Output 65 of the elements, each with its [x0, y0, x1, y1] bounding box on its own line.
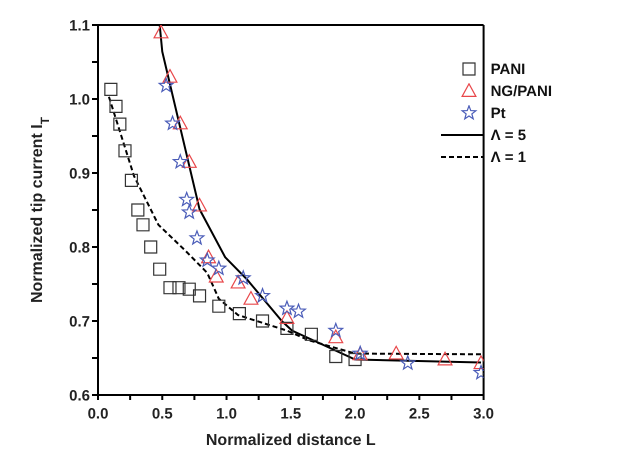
- point: [153, 25, 168, 38]
- point: [212, 300, 226, 313]
- point: [329, 350, 342, 364]
- point: [182, 154, 197, 168]
- point: [230, 274, 246, 289]
- y-tick-label: 0.7: [69, 313, 90, 330]
- x-tick-label: 3.0: [473, 406, 494, 423]
- point: [328, 329, 344, 344]
- point: [328, 322, 344, 338]
- legend-label: PANI: [490, 60, 526, 78]
- point: [153, 262, 166, 276]
- point: [438, 352, 453, 366]
- point: [144, 240, 158, 254]
- x-tick-label: 1.0: [216, 406, 237, 423]
- y-tick-label: 0.8: [69, 239, 90, 256]
- y-tick-label: 0.9: [69, 165, 90, 182]
- point: [124, 174, 138, 187]
- point: [236, 270, 251, 285]
- legend-label: Pt: [490, 104, 506, 122]
- legend-label: NG/PANI: [490, 82, 552, 100]
- point: [172, 281, 186, 294]
- x-tick-label: 0.5: [152, 406, 173, 423]
- point: [279, 300, 294, 315]
- legend-label: Λ = 1: [490, 148, 526, 166]
- point: [256, 314, 270, 328]
- point: [255, 288, 270, 302]
- point: [291, 304, 306, 318]
- point: [208, 268, 224, 283]
- x-tick-label: 1.5: [280, 406, 302, 423]
- legend-label: Λ = 5: [490, 126, 526, 144]
- point: [400, 355, 416, 370]
- point: [182, 204, 197, 219]
- point: [388, 346, 404, 360]
- point: [162, 69, 178, 83]
- point: [190, 230, 204, 245]
- point: [131, 203, 144, 217]
- point: [179, 192, 194, 206]
- y-tick-label: 1.0: [69, 91, 90, 108]
- point: [113, 118, 126, 131]
- point: [163, 281, 177, 294]
- point: [158, 78, 174, 92]
- point: [192, 198, 208, 212]
- point: [182, 282, 196, 296]
- point: [172, 116, 188, 130]
- y-tick-label: 1.1: [69, 17, 90, 34]
- x-tick-label: 2.5: [408, 406, 430, 423]
- point: [192, 289, 206, 302]
- point: [172, 154, 188, 168]
- point: [232, 307, 246, 320]
- point: [118, 144, 132, 158]
- x-tick-label: 0.0: [88, 406, 108, 423]
- point: [165, 116, 180, 130]
- x-axis-title: Normalized distance L: [206, 432, 376, 449]
- x-tick-label: 2.0: [344, 406, 366, 423]
- point: [280, 322, 294, 335]
- y-tick-label: 0.6: [69, 387, 90, 404]
- point: [304, 328, 318, 341]
- point: [279, 310, 294, 324]
- point: [104, 82, 118, 96]
- point: [201, 250, 216, 264]
- point: [109, 100, 123, 113]
- point: [136, 218, 150, 232]
- point: [243, 291, 258, 305]
- point: [200, 252, 215, 267]
- point: [211, 260, 226, 275]
